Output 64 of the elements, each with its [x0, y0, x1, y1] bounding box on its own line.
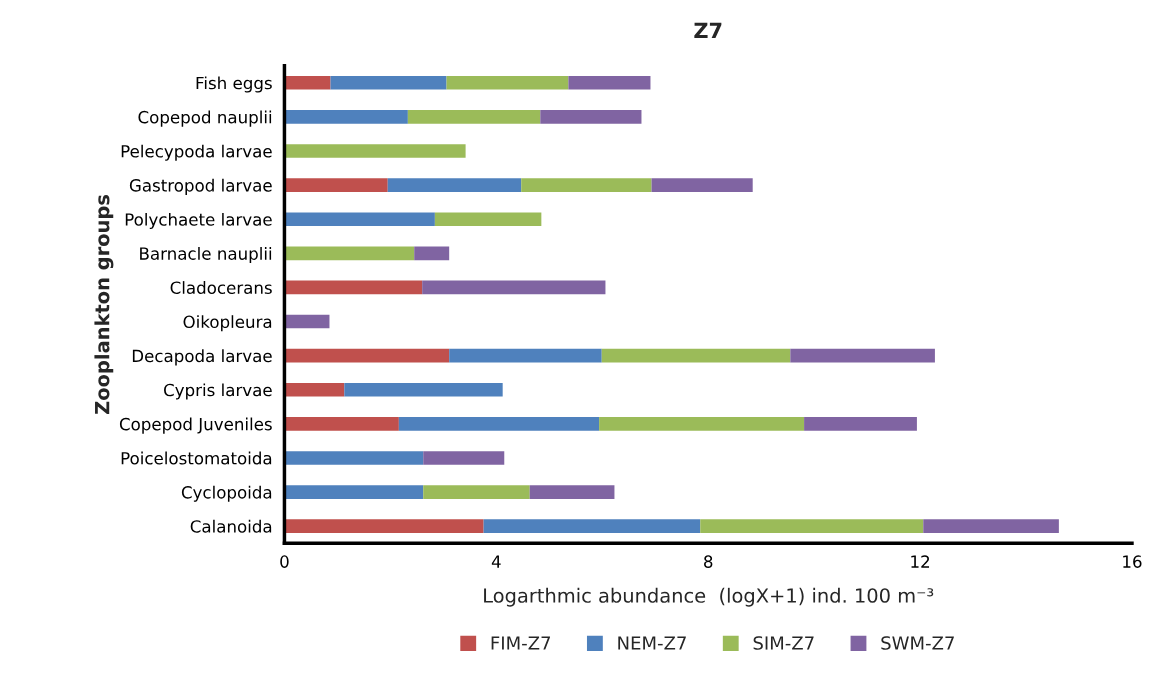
bar — [284, 178, 388, 192]
bar — [284, 348, 450, 363]
bar — [284, 110, 408, 124]
y-tick-label: Calanoida — [190, 519, 272, 533]
bar — [529, 485, 615, 499]
y-tick-label: Copepod Juveniles — [119, 417, 272, 434]
bar — [407, 110, 541, 124]
bar — [540, 110, 642, 124]
y-tick-label: Fish eggs — [196, 76, 272, 93]
bar — [284, 75, 331, 90]
bar — [700, 519, 924, 533]
y-tick-label: Cypris larvae — [164, 383, 272, 400]
bar — [923, 519, 1059, 533]
x-axis-title: Logarthmic abundance (logX+1) ind. 100 m⁻³ — [484, 587, 934, 607]
bar — [423, 451, 505, 465]
bar — [344, 382, 503, 397]
bar — [449, 348, 602, 363]
bar — [398, 417, 600, 431]
bar — [423, 485, 530, 499]
y-tick-label: Cyclopoida — [181, 485, 272, 502]
bar — [434, 212, 542, 227]
y-tick-label: Polychaete larvae — [125, 212, 272, 230]
bar — [568, 75, 651, 90]
legend-label: NEM-Z7 — [618, 636, 686, 650]
bar — [804, 417, 917, 431]
bar — [790, 348, 935, 363]
bar — [601, 348, 791, 363]
bar — [284, 485, 424, 499]
bar — [284, 451, 424, 465]
bar — [521, 178, 652, 192]
x-tick-label: 12 — [911, 555, 930, 568]
legend-label: SWM-Z7 — [881, 636, 954, 650]
bar — [284, 212, 435, 227]
bar — [387, 178, 522, 192]
y-tick-label: Barnacle nauplii — [140, 246, 272, 264]
legend-label: FIM-Z7 — [491, 636, 551, 650]
y-tick-label: Gastropod larvae — [129, 178, 272, 195]
bar — [599, 417, 805, 431]
y-tick-label: Poicelostomatoida — [121, 451, 272, 465]
bar — [414, 246, 450, 261]
y-tick-label: Decapoda larvae — [132, 349, 272, 366]
bar — [330, 75, 447, 90]
x-tick-label: 16 — [1123, 555, 1142, 568]
x-tick-label: 0 — [280, 555, 289, 568]
legend-label: SIM-Z7 — [753, 636, 814, 650]
y-tick-label: Copepod nauplii — [138, 110, 272, 127]
bar — [284, 382, 345, 397]
bar — [483, 519, 701, 533]
chart-title: Z7 — [694, 22, 722, 38]
y-tick-label: Cladocerans — [170, 281, 272, 294]
bar — [284, 246, 415, 261]
y-tick-label: Pelecypoda larvae — [121, 144, 272, 161]
x-tick-label: 4 — [491, 555, 501, 568]
bar — [284, 144, 466, 158]
bar — [446, 75, 569, 90]
y-tick-label: Oikopleura — [183, 315, 272, 332]
x-tick-label: 8 — [704, 555, 713, 568]
bar — [284, 314, 330, 329]
bar — [284, 417, 399, 431]
bar — [284, 280, 423, 295]
bar — [422, 280, 606, 295]
bar — [284, 519, 484, 533]
y-axis-title: Zooplankton groups — [94, 195, 114, 414]
bar — [651, 178, 753, 192]
